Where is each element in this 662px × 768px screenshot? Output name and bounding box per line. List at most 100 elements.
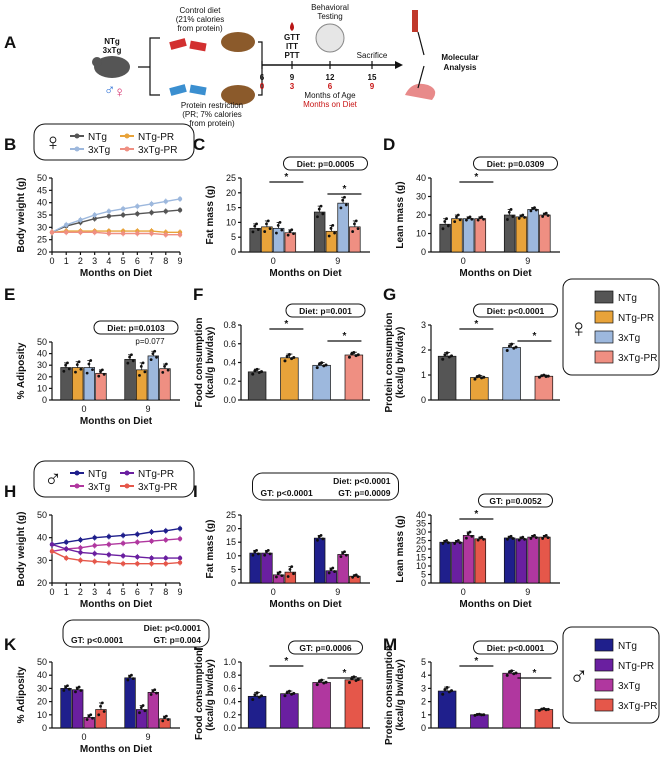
data-dot (251, 372, 255, 376)
data-point-3xTg (163, 537, 168, 543)
data-point-NTg (106, 534, 112, 539)
data-dot (130, 353, 133, 357)
legends-layer: ♀ NTg NTg-PR 3xTg 3xTg-PR ♂ NTg NTg-PR 3xTg 3xTg-… (562, 278, 660, 724)
data-dot (138, 711, 141, 715)
data-dot (276, 223, 280, 227)
stats-E-box (93, 320, 179, 335)
legend-label-3xTg-PR: 3xTg-PR (138, 482, 177, 493)
data-dot (542, 707, 546, 711)
bar-3xTg-PR-0 (284, 232, 297, 253)
data-point-3xTg (135, 540, 140, 545)
stats-C: Diet: p=0.0005 (297, 159, 355, 169)
x-tick-label-9: 9 (177, 256, 182, 266)
x-tick-label-3: 3 (92, 587, 97, 597)
side-legend-swatch-3xTg (594, 678, 614, 692)
data-dot (356, 575, 360, 579)
bar-3xTg-0 (272, 227, 285, 253)
data-dot (164, 714, 168, 718)
bar-NTg-0 (60, 688, 72, 729)
data-point-3xTg (106, 542, 112, 547)
y-tick-label-0.4: 0.4 (223, 358, 236, 368)
y-tick-label-25: 25 (37, 235, 47, 245)
data-point-3xTg (106, 209, 112, 214)
data-dot (164, 362, 168, 366)
data-dot (155, 355, 158, 359)
bar-NTg-PR-0 (451, 541, 463, 584)
y-tick-label-20: 20 (226, 524, 236, 534)
data-dot (251, 230, 255, 234)
sacrifice-label: Sacrifice (357, 51, 388, 60)
timeline-age-15: 15 (368, 73, 377, 82)
data-dot (315, 366, 319, 370)
data-point-3xTg (149, 201, 154, 207)
data-dot (99, 370, 102, 373)
data-dot (356, 353, 360, 357)
x-tick-label-1: 1 (64, 587, 69, 597)
panel-letter-a: A (4, 33, 16, 52)
stats-K-0: Diet: p<0.0001 (144, 623, 202, 633)
x-tick-label-5: 5 (121, 256, 126, 266)
legend-frame-B (33, 123, 195, 161)
bar-3xTg-PR (344, 354, 364, 401)
data-dot (482, 217, 485, 221)
y-tick-label-0.2: 0.2 (223, 710, 236, 720)
y-tick-label-15: 15 (226, 203, 236, 213)
timeline-diet-0: 0 (260, 82, 265, 91)
data-point-NTg-PR (135, 554, 140, 560)
data-point-3xTg-PR (49, 549, 55, 554)
data-dot (77, 360, 81, 364)
data-dot (66, 684, 69, 688)
y-tick-label-40: 40 (37, 349, 47, 359)
y-tick-label-5: 5 (231, 564, 236, 574)
chart-H: 20 30 40 50 Body weight (g) Months on Diet 0 1 2… (16, 460, 195, 610)
pr-diet-chow-icon-2 (189, 84, 207, 96)
y-axis-label-B: Body weight (g) (16, 178, 27, 253)
y-tick-label-25: 25 (226, 173, 236, 183)
data-dot (315, 683, 319, 687)
data-dot (256, 228, 260, 232)
chart-L: 0.0 0.2 0.4 0.6 0.8 1.0 Food consumption (kcal/… (194, 640, 370, 740)
x-tick-label-2: 2 (78, 256, 83, 266)
side-legend-swatch-NTg-PR (594, 658, 614, 672)
y-tick-label-0.0: 0.0 (223, 723, 236, 733)
y-tick-label-1.0: 1.0 (223, 657, 236, 667)
series-line-3xTg-PR (52, 231, 180, 236)
data-dot (79, 367, 83, 371)
panel-letter-m: M (383, 635, 397, 654)
panel-letter-f: F (193, 285, 203, 304)
data-dot (97, 713, 101, 717)
y-tick-label-20: 20 (416, 210, 426, 220)
panel-a-schematic: A NTg 3xTg ♂ ♀ Control diet (21% calories f… (4, 3, 479, 128)
bar-3xTg-9 (527, 209, 539, 253)
data-dot (255, 222, 258, 226)
x-axis-label-D: Months on Diet (459, 268, 532, 279)
stats-C-box (283, 156, 368, 171)
y-tick-label-0: 0 (421, 247, 426, 257)
data-dot (102, 710, 106, 713)
series-line-3xTg (51, 198, 181, 233)
data-dot (316, 215, 319, 219)
series-line-NTg (51, 527, 181, 546)
data-dot (482, 713, 486, 717)
data-dot (510, 342, 514, 346)
sig-star: * (474, 172, 478, 183)
data-dot (324, 680, 328, 684)
data-point-NTg (106, 214, 112, 219)
data-point-3xTg (135, 204, 140, 209)
data-dot (441, 227, 445, 231)
data-dot (166, 718, 170, 721)
data-point-NTg-PR (78, 550, 83, 555)
x-tick-label-8: 8 (163, 587, 168, 597)
data-dot (283, 359, 287, 363)
data-point-NTg (92, 535, 97, 540)
panel-letter-b: B (4, 135, 16, 154)
x-tick-label-0: 0 (81, 732, 86, 742)
y-tick-label-30: 30 (37, 222, 47, 232)
legend-label-3xTg: 3xTg (88, 145, 110, 156)
y-axis-label-G: (kcal/g bw/day) (395, 327, 406, 399)
data-dot (288, 568, 292, 571)
data-point-3xTg-PR (64, 230, 69, 235)
bar-3xTg-PR (344, 679, 364, 729)
